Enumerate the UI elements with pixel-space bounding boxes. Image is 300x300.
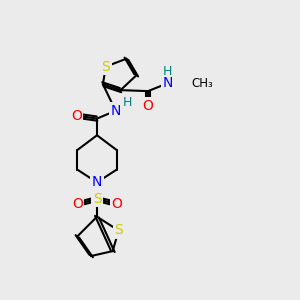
Text: O: O bbox=[72, 197, 83, 211]
Text: H: H bbox=[163, 65, 172, 78]
Text: N: N bbox=[163, 76, 173, 90]
Text: O: O bbox=[111, 197, 122, 211]
Text: N: N bbox=[110, 104, 121, 118]
Text: S: S bbox=[93, 192, 101, 206]
Text: CH₃: CH₃ bbox=[191, 77, 213, 90]
Text: O: O bbox=[142, 99, 154, 113]
Text: N: N bbox=[92, 176, 102, 189]
Text: S: S bbox=[114, 224, 123, 238]
Text: H: H bbox=[123, 96, 132, 110]
Text: S: S bbox=[101, 60, 110, 74]
Text: O: O bbox=[71, 109, 82, 123]
